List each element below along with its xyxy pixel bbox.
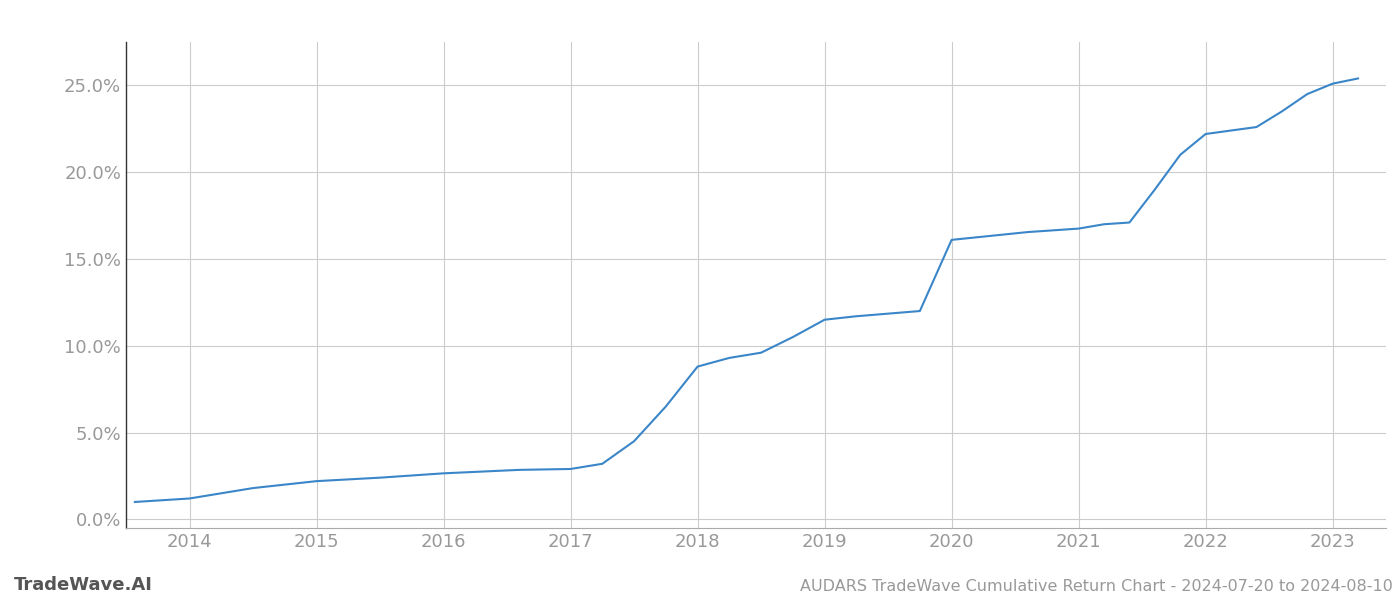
Text: AUDARS TradeWave Cumulative Return Chart - 2024-07-20 to 2024-08-10: AUDARS TradeWave Cumulative Return Chart…	[801, 579, 1393, 594]
Text: TradeWave.AI: TradeWave.AI	[14, 576, 153, 594]
